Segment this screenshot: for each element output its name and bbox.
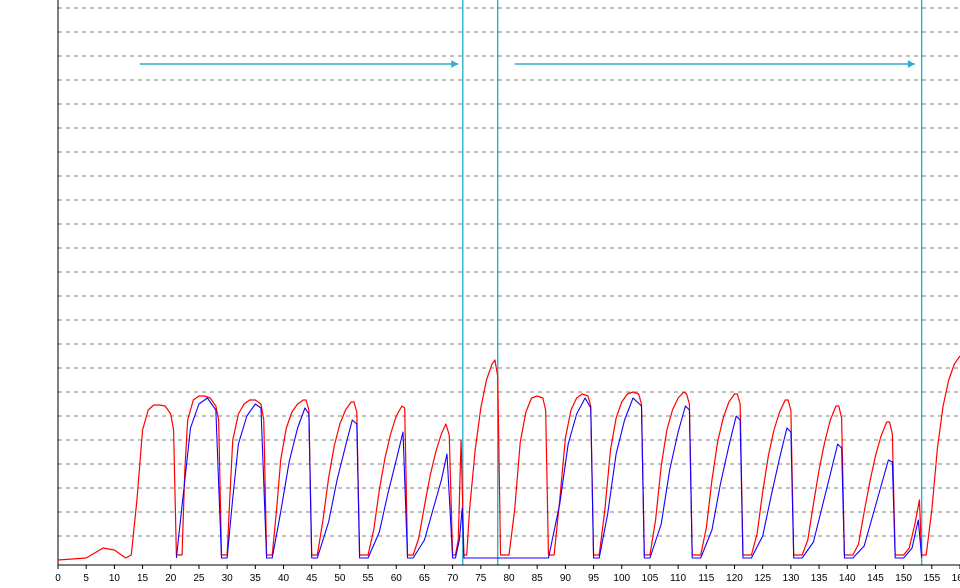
xaxis-label: 70 xyxy=(447,573,459,584)
xaxis-label: 80 xyxy=(503,573,515,584)
xaxis-label: 30 xyxy=(222,573,234,584)
xaxis-label: 45 xyxy=(306,573,318,584)
xaxis-label: 15 xyxy=(137,573,149,584)
xaxis-label: 130 xyxy=(783,573,800,584)
xaxis-label: 60 xyxy=(391,573,403,584)
xaxis-label: 65 xyxy=(419,573,431,584)
xaxis-label: 50 xyxy=(334,573,346,584)
xaxis-label: 105 xyxy=(642,573,659,584)
xaxis-label: 155 xyxy=(923,573,940,584)
xaxis-label: 85 xyxy=(532,573,544,584)
xaxis-label: 40 xyxy=(278,573,290,584)
xaxis-label: 110 xyxy=(670,573,686,584)
line-chart: 0 5 10 15 20 25 30 35 40 45 50 55 60 65 70 75 80 85 90 95 10… xyxy=(0,0,960,588)
xaxis-label: 150 xyxy=(895,573,912,584)
xaxis-label: 140 xyxy=(839,573,856,584)
xaxis-label: 120 xyxy=(726,573,743,584)
xaxis-label: 55 xyxy=(363,573,375,584)
xaxis-label: 160 xyxy=(952,573,960,584)
xaxis-label: 125 xyxy=(754,573,771,584)
xaxis-label: 10 xyxy=(109,573,121,584)
xaxis-label: 0 xyxy=(55,573,61,584)
xaxis-label: 100 xyxy=(613,573,630,584)
xaxis-label: 20 xyxy=(165,573,177,584)
xaxis-label: 75 xyxy=(475,573,487,584)
xaxis-label: 135 xyxy=(811,573,828,584)
xaxis-label: 35 xyxy=(250,573,262,584)
xaxis-label: 145 xyxy=(867,573,884,584)
xaxis-label: 5 xyxy=(83,573,89,584)
xaxis-label: 90 xyxy=(560,573,572,584)
xaxis-label: 25 xyxy=(193,573,205,584)
xaxis-label: 95 xyxy=(588,573,600,584)
xaxis-label: 115 xyxy=(698,573,714,584)
